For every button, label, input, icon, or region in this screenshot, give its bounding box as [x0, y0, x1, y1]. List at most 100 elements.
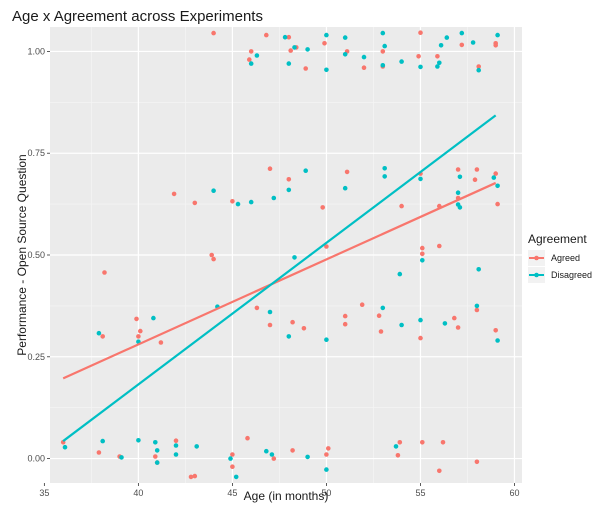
point-disagreed — [342, 52, 348, 57]
point-disagreed — [211, 188, 216, 193]
point-agreed — [324, 244, 329, 249]
point-disagreed — [96, 330, 102, 336]
point-agreed — [472, 177, 478, 182]
point-disagreed — [173, 443, 179, 448]
point-agreed — [188, 474, 194, 480]
x-tick-label: 40 — [133, 488, 143, 498]
point-agreed — [211, 256, 216, 262]
point-disagreed — [420, 258, 425, 263]
x-tick-label: 60 — [509, 488, 519, 498]
point-disagreed — [397, 271, 403, 277]
point-agreed — [290, 448, 295, 453]
point-disagreed — [459, 30, 465, 36]
point-agreed — [437, 468, 442, 474]
point-disagreed — [418, 317, 423, 323]
point-disagreed — [442, 321, 448, 326]
x-axis-title: Age (in months) — [244, 489, 329, 503]
point-disagreed — [476, 267, 482, 272]
point-disagreed — [286, 187, 292, 193]
point-agreed — [493, 171, 499, 176]
point-disagreed — [248, 199, 254, 205]
point-disagreed — [282, 34, 288, 40]
legend-label-agreed: Agreed — [551, 253, 580, 263]
point-agreed — [324, 452, 329, 457]
point-agreed — [342, 313, 348, 319]
legend-dot-disagreed — [534, 272, 539, 278]
point-agreed — [378, 329, 384, 334]
point-disagreed — [437, 60, 442, 66]
point-disagreed — [457, 205, 463, 210]
trend-line-disagreed — [62, 114, 497, 442]
point-disagreed — [380, 30, 386, 36]
point-agreed — [440, 440, 446, 445]
point-agreed — [326, 446, 331, 451]
y-tick-label: 0.00 — [27, 454, 45, 464]
point-agreed — [361, 65, 367, 70]
point-disagreed — [438, 43, 444, 48]
point-agreed — [230, 464, 235, 470]
y-tick-label: 0.50 — [27, 250, 45, 260]
point-disagreed — [382, 166, 388, 171]
point-agreed — [418, 335, 423, 341]
point-disagreed — [154, 460, 160, 465]
point-agreed — [254, 305, 260, 311]
point-disagreed — [457, 174, 463, 180]
point-agreed — [290, 319, 295, 325]
trend-lines — [62, 114, 497, 442]
point-agreed — [301, 326, 307, 331]
point-agreed — [420, 245, 425, 251]
x-tick-label: 55 — [415, 488, 425, 498]
legend-label-disagreed: Disagreed — [551, 270, 592, 280]
point-disagreed — [267, 309, 273, 315]
point-disagreed — [292, 45, 297, 50]
point-disagreed — [136, 438, 141, 443]
point-disagreed — [474, 303, 480, 309]
point-agreed — [138, 328, 143, 334]
point-disagreed — [286, 61, 292, 66]
point-disagreed — [380, 305, 386, 311]
legend-dot-agreed — [534, 255, 539, 261]
point-agreed — [452, 315, 457, 321]
point-disagreed — [455, 190, 461, 195]
point-agreed — [397, 440, 403, 445]
x-axis: 35 40 45 50 55 60 — [39, 483, 519, 498]
point-disagreed — [154, 448, 160, 453]
point-agreed — [96, 450, 102, 455]
x-tick-label: 50 — [321, 488, 331, 498]
point-agreed — [153, 454, 158, 459]
point-agreed — [100, 334, 105, 339]
point-disagreed — [305, 454, 310, 460]
point-agreed — [435, 54, 440, 59]
point-disagreed — [495, 338, 500, 343]
point-disagreed — [399, 322, 404, 328]
point-agreed — [493, 328, 499, 333]
point-disagreed — [228, 456, 233, 461]
point-agreed — [320, 205, 326, 210]
point-disagreed — [476, 67, 482, 73]
point-agreed — [288, 48, 294, 53]
point-disagreed — [248, 61, 254, 66]
point-agreed — [420, 440, 425, 445]
point-disagreed — [380, 63, 386, 68]
point-disagreed — [324, 467, 329, 472]
point-disagreed — [194, 444, 199, 449]
x-tick-label: 35 — [39, 488, 49, 498]
point-agreed — [136, 334, 141, 339]
point-agreed — [474, 307, 480, 313]
point-agreed — [416, 54, 421, 59]
point-agreed — [459, 42, 465, 48]
point-disagreed — [342, 185, 348, 191]
point-disagreed — [382, 174, 388, 179]
point-disagreed — [271, 195, 277, 201]
point-disagreed — [303, 168, 309, 173]
data-points — [60, 30, 500, 480]
point-agreed — [437, 243, 442, 249]
point-disagreed — [393, 444, 399, 449]
point-disagreed — [254, 53, 260, 58]
point-agreed — [173, 438, 179, 444]
y-tick-label: 0.75 — [27, 148, 45, 158]
point-disagreed — [100, 438, 105, 444]
point-disagreed — [151, 315, 156, 321]
point-agreed — [395, 453, 401, 458]
